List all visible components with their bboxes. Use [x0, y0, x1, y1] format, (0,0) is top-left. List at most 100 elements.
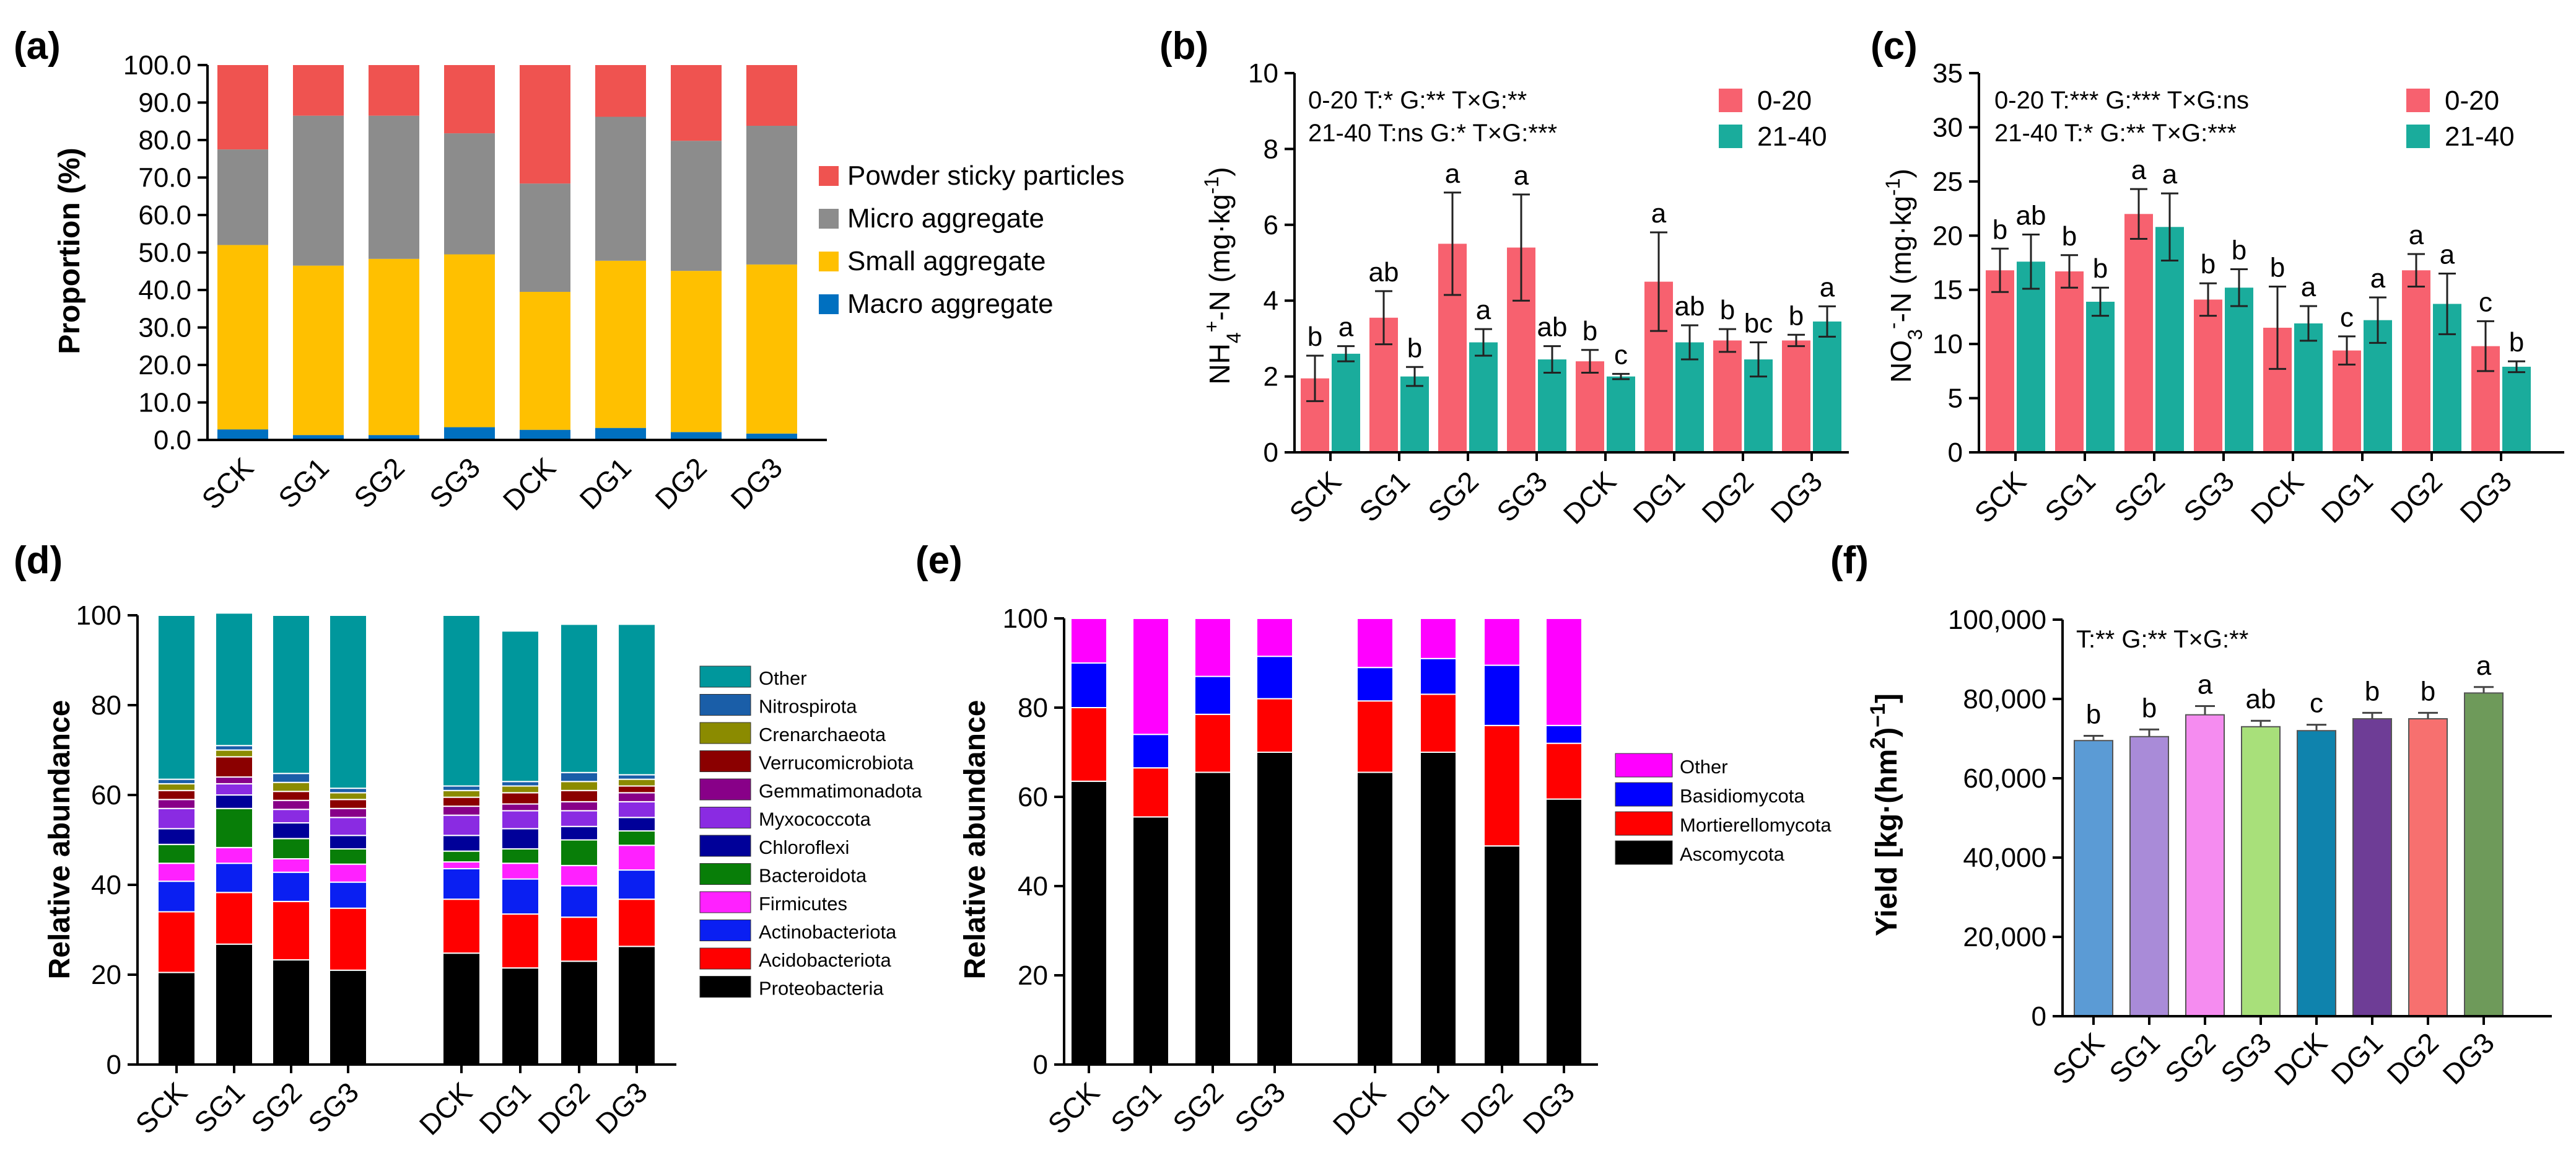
legend-swatch: [699, 835, 751, 857]
bar-segment: [520, 183, 570, 292]
bar: [1713, 340, 1742, 452]
x-tick-label: DCK: [2268, 1026, 2334, 1092]
bar-segment: [157, 615, 196, 780]
bar-segment: [1132, 767, 1169, 818]
y-tick-label: 25: [1932, 167, 1963, 197]
x-tick-label: DCK: [1327, 1076, 1392, 1141]
bar-segment: [671, 432, 722, 440]
bar-segment: [1194, 618, 1231, 677]
bar-segment: [671, 141, 722, 271]
bar-segment: [369, 65, 419, 116]
bar-segment: [501, 967, 539, 1065]
y-tick-label: 70.0: [138, 163, 191, 193]
significance-letter: c: [2479, 287, 2492, 317]
x-tick-label: DG1: [1626, 465, 1691, 529]
bar-segment: [501, 630, 539, 783]
y-tick-label: 10: [1932, 329, 1963, 359]
legend-swatch: [699, 863, 751, 885]
legend-swatch: [699, 750, 751, 772]
significance-letter: a: [2370, 263, 2386, 294]
bar-segment: [1483, 724, 1521, 847]
panel-label: (e): [915, 539, 963, 582]
significance-letter: b: [1720, 295, 1735, 325]
bar-segment: [1356, 771, 1394, 1066]
significance-letter: a: [2476, 651, 2492, 681]
y-tick-label: 50.0: [138, 238, 191, 268]
legend-swatch: [699, 778, 751, 801]
bar: [2225, 288, 2253, 452]
significance-letter: a: [1476, 295, 1491, 325]
bar-segment: [501, 913, 539, 969]
bar-segment: [293, 115, 344, 266]
significance-letter: a: [1651, 198, 1667, 229]
bar: [2402, 270, 2430, 452]
x-tick-label: DCK: [497, 451, 562, 517]
legend-label: Actinobacteriota: [759, 921, 897, 943]
x-tick-label: SG1: [272, 451, 335, 514]
bar-segment: [618, 946, 656, 1065]
x-tick-label: DG1: [2315, 465, 2379, 529]
legend-label: Gemmatimonadota: [759, 780, 922, 802]
bar-segment: [215, 846, 253, 864]
legend-swatch: [699, 722, 751, 744]
bar-segment: [560, 789, 598, 802]
bar-segment: [618, 830, 656, 846]
bar-segment: [560, 771, 598, 783]
bar-segment: [329, 615, 367, 789]
y-tick-label: 4: [1264, 286, 1278, 316]
bar: [2464, 692, 2504, 1017]
x-tick-label: DCK: [1557, 465, 1623, 530]
bar-segment: [444, 254, 495, 428]
bar-segment: [1256, 618, 1293, 657]
bar-segment: [157, 843, 196, 864]
x-tick-label: DG2: [1454, 1076, 1519, 1140]
legend-swatch: [1719, 125, 1742, 148]
bar-segment: [272, 781, 310, 793]
y-tick-label: 40,000: [1963, 843, 2046, 873]
bar-segment: [520, 292, 570, 430]
bar-segment: [293, 65, 344, 116]
bar-segment: [215, 756, 253, 778]
legend-label: Acidobacteriota: [759, 949, 891, 971]
y-tick-label: 15: [1932, 275, 1963, 305]
bar: [1607, 376, 1635, 452]
significance-letter: b: [2142, 693, 2157, 723]
significance-letter: c: [1614, 340, 1628, 370]
bar-segment: [369, 115, 419, 259]
legend-label: 21-40: [1757, 121, 1827, 152]
legend-label: Proteobacteria: [759, 978, 884, 999]
bar-segment: [329, 835, 367, 850]
bar-segment: [618, 785, 656, 794]
bar-segment: [1256, 698, 1293, 753]
bar: [2241, 726, 2281, 1017]
bar-segment: [329, 799, 367, 809]
y-tick-label: 6: [1264, 210, 1278, 240]
significance-letter: b: [2270, 252, 2285, 283]
bar-segment: [329, 807, 367, 819]
bar-segment: [746, 126, 797, 265]
bar-segment: [1420, 618, 1457, 659]
significance-letter: b: [2201, 249, 2216, 279]
x-tick-label: SG2: [1421, 465, 1485, 528]
bar-segment: [272, 809, 310, 823]
bar-segment: [1070, 780, 1107, 1066]
bar-segment: [1545, 724, 1583, 744]
bar-segment: [520, 429, 570, 440]
significance-letter: b: [2093, 253, 2108, 284]
y-axis-title: NH4+-N (mg·kg-1): [1200, 167, 1245, 384]
x-tick-label: DG3: [1516, 1076, 1581, 1140]
y-tick-label: 10.0: [138, 388, 191, 418]
y-axis-title: Relative abundance: [43, 700, 76, 980]
stats-annotation: 21-40 T:* G:** T×G:***: [1994, 120, 2237, 147]
bar-segment: [272, 871, 310, 902]
bar: [2294, 323, 2323, 452]
significance-letter: b: [1583, 316, 1597, 346]
y-tick-label: 8: [1264, 134, 1278, 164]
x-tick-label: SCK: [2046, 1026, 2110, 1091]
stats-annotation: T:** G:** T×G:**: [2076, 626, 2248, 653]
bar-segment: [560, 781, 598, 791]
y-tick-label: 0.0: [154, 425, 191, 455]
y-axis-title: NO3--N (mg·kg-1): [1882, 169, 1926, 383]
x-tick-label: DG3: [2436, 1026, 2500, 1091]
significance-letter: ab: [1369, 257, 1399, 288]
